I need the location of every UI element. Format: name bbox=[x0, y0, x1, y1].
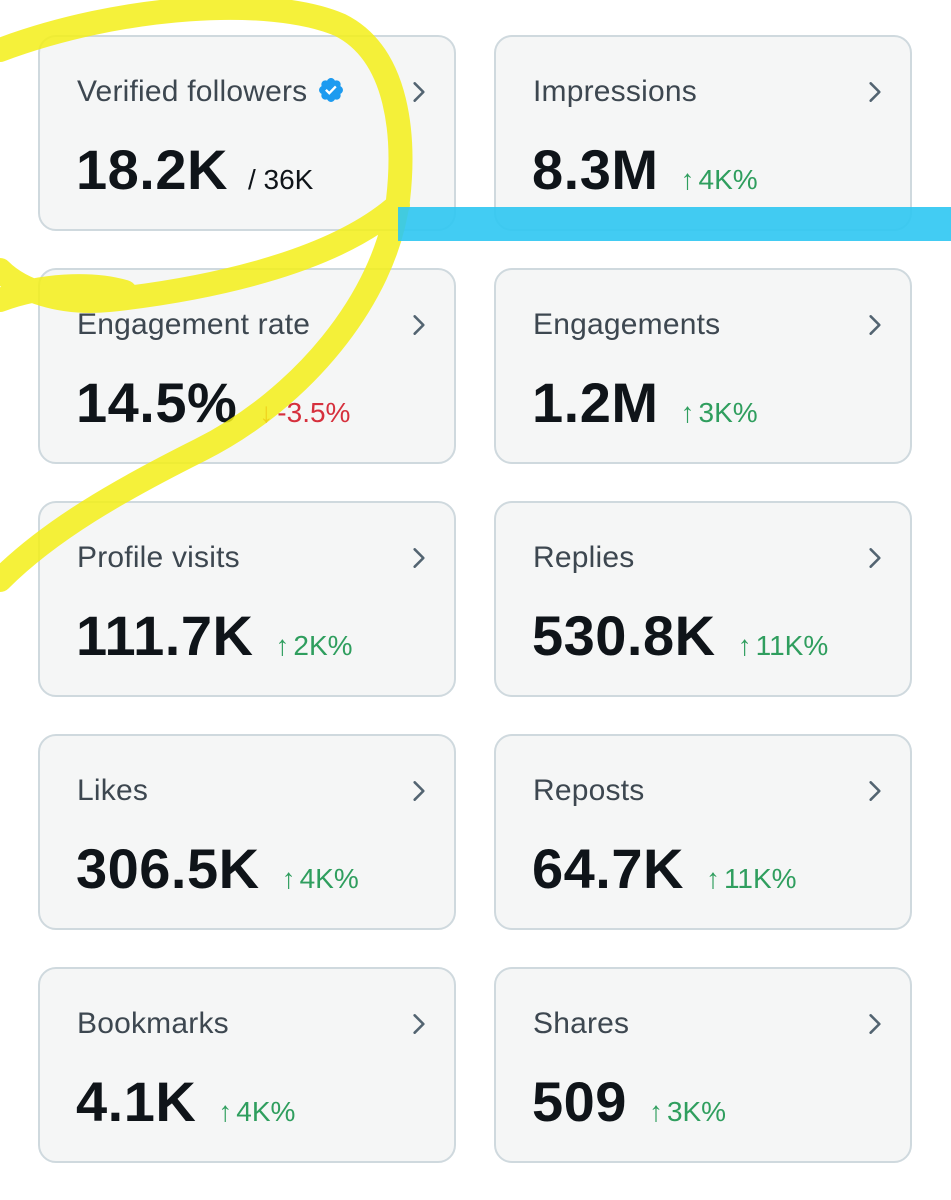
card-label: Engagement rate bbox=[77, 308, 311, 341]
card-engagement-rate[interactable]: Engagement rate 14.5% ↓ -3.5% bbox=[38, 268, 456, 464]
change-indicator: ↑ 11K% bbox=[705, 863, 797, 894]
card-value: 4.1K bbox=[76, 1070, 197, 1133]
arrow-up-icon: ↑ bbox=[648, 1096, 663, 1127]
card-impressions[interactable]: Impressions 8.3M ↑ 4K% bbox=[494, 35, 912, 231]
chevron-right-icon bbox=[869, 781, 881, 801]
card-label: Engagements bbox=[533, 308, 721, 341]
change-indicator: ↑ 4K% bbox=[281, 863, 359, 894]
card-value-row: 14.5% ↓ -3.5% bbox=[76, 370, 350, 435]
card-label: Shares bbox=[533, 1007, 630, 1040]
card-value: 530.8K bbox=[532, 604, 716, 667]
card-value: 111.7K bbox=[76, 604, 254, 667]
chevron-right-icon bbox=[413, 1014, 425, 1034]
card-value-row: 4.1K ↑ 4K% bbox=[76, 1069, 295, 1134]
card-label: Reposts bbox=[533, 774, 645, 807]
arrow-up-icon: ↑ bbox=[218, 1096, 233, 1127]
verified-badge-icon bbox=[319, 78, 344, 103]
card-bookmarks[interactable]: Bookmarks 4.1K ↑ 4K% bbox=[38, 967, 456, 1163]
arrow-up-icon: ↑ bbox=[275, 630, 290, 661]
card-label: Replies bbox=[533, 541, 635, 574]
arrow-up-icon: ↑ bbox=[705, 863, 720, 894]
card-value: 18.2K bbox=[76, 138, 228, 201]
chevron-right-icon bbox=[869, 548, 881, 568]
card-value-row: 64.7K ↑ 11K% bbox=[532, 836, 797, 901]
card-value-row: 509 ↑ 3K% bbox=[532, 1069, 726, 1134]
arrow-up-icon: ↑ bbox=[281, 863, 296, 894]
chevron-right-icon bbox=[413, 315, 425, 335]
card-label: Bookmarks bbox=[77, 1007, 229, 1040]
card-value: 64.7K bbox=[532, 837, 684, 900]
card-value-row: 306.5K ↑ 4K% bbox=[76, 836, 359, 901]
card-engagements[interactable]: Engagements 1.2M ↑ 3K% bbox=[494, 268, 912, 464]
arrow-up-icon: ↑ bbox=[737, 630, 752, 661]
card-value-row: 111.7K ↑ 2K% bbox=[76, 603, 353, 668]
arrow-down-icon: ↓ bbox=[259, 397, 274, 428]
card-shares[interactable]: Shares 509 ↑ 3K% bbox=[494, 967, 912, 1163]
card-value: 509 bbox=[532, 1070, 627, 1133]
chevron-right-icon bbox=[869, 82, 881, 102]
card-label: Verified followers bbox=[77, 75, 345, 109]
card-value-row: 530.8K ↑ 11K% bbox=[532, 603, 828, 668]
card-profile-visits[interactable]: Profile visits 111.7K ↑ 2K% bbox=[38, 501, 456, 697]
arrow-up-icon: ↑ bbox=[680, 164, 695, 195]
card-total: / 36K bbox=[247, 164, 314, 195]
card-label: Likes bbox=[77, 774, 149, 807]
chevron-right-icon bbox=[413, 781, 425, 801]
change-indicator: ↑ 4K% bbox=[218, 1096, 296, 1127]
chevron-right-icon bbox=[869, 1014, 881, 1034]
card-value-row: 18.2K / 36K bbox=[76, 137, 313, 202]
card-reposts[interactable]: Reposts 64.7K ↑ 11K% bbox=[494, 734, 912, 930]
card-value-row: 1.2M ↑ 3K% bbox=[532, 370, 758, 435]
card-label: Impressions bbox=[533, 75, 697, 108]
change-indicator: ↑ 11K% bbox=[737, 630, 829, 661]
card-likes[interactable]: Likes 306.5K ↑ 4K% bbox=[38, 734, 456, 930]
change-indicator: ↑ 3K% bbox=[648, 1096, 727, 1127]
change-indicator: ↑ 3K% bbox=[680, 397, 758, 428]
card-value-row: 8.3M ↑ 4K% bbox=[532, 137, 758, 202]
card-value: 14.5% bbox=[76, 371, 238, 434]
card-label: Profile visits bbox=[77, 541, 240, 574]
chevron-right-icon bbox=[413, 82, 425, 102]
change-indicator: ↑ 4K% bbox=[680, 164, 758, 195]
change-indicator: ↓ -3.5% bbox=[259, 397, 351, 428]
card-verified-followers[interactable]: Verified followers 18.2K / 36K bbox=[38, 35, 456, 231]
card-value: 8.3M bbox=[532, 138, 659, 201]
chevron-right-icon bbox=[413, 548, 425, 568]
arrow-up-icon: ↑ bbox=[680, 397, 695, 428]
card-value: 1.2M bbox=[532, 371, 659, 434]
card-value: 306.5K bbox=[76, 837, 260, 900]
chevron-right-icon bbox=[869, 315, 881, 335]
card-replies[interactable]: Replies 530.8K ↑ 11K% bbox=[494, 501, 912, 697]
change-indicator: ↑ 2K% bbox=[275, 630, 353, 661]
